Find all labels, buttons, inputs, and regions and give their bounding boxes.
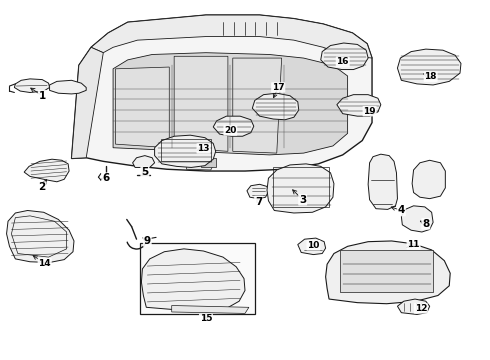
Polygon shape bbox=[91, 15, 372, 58]
Polygon shape bbox=[49, 80, 86, 94]
Text: 20: 20 bbox=[224, 126, 237, 135]
Text: 5: 5 bbox=[141, 167, 148, 177]
Text: 11: 11 bbox=[407, 240, 420, 249]
Polygon shape bbox=[326, 241, 450, 304]
Text: 4: 4 bbox=[398, 206, 405, 216]
Polygon shape bbox=[72, 47, 103, 158]
Text: 13: 13 bbox=[197, 144, 210, 153]
FancyBboxPatch shape bbox=[140, 243, 255, 315]
Polygon shape bbox=[397, 299, 430, 315]
Polygon shape bbox=[397, 49, 461, 85]
Text: 3: 3 bbox=[299, 195, 306, 205]
Polygon shape bbox=[186, 158, 216, 170]
Polygon shape bbox=[72, 15, 372, 171]
Text: 19: 19 bbox=[363, 107, 376, 116]
Polygon shape bbox=[6, 211, 74, 262]
Text: 10: 10 bbox=[307, 241, 319, 250]
Text: 16: 16 bbox=[337, 57, 349, 66]
Text: 18: 18 bbox=[424, 72, 437, 81]
Polygon shape bbox=[133, 156, 155, 167]
Polygon shape bbox=[113, 53, 347, 155]
Text: 12: 12 bbox=[415, 304, 427, 313]
Polygon shape bbox=[213, 116, 254, 136]
Polygon shape bbox=[340, 250, 433, 292]
Text: 2: 2 bbox=[39, 182, 46, 192]
Text: 15: 15 bbox=[199, 314, 212, 323]
Polygon shape bbox=[298, 238, 326, 255]
Polygon shape bbox=[142, 249, 245, 311]
Text: 17: 17 bbox=[272, 83, 285, 92]
Text: 8: 8 bbox=[422, 219, 429, 229]
Polygon shape bbox=[337, 95, 381, 116]
Polygon shape bbox=[116, 67, 169, 148]
Polygon shape bbox=[252, 93, 299, 120]
Polygon shape bbox=[401, 206, 433, 232]
Text: 1: 1 bbox=[39, 91, 46, 101]
Polygon shape bbox=[174, 56, 228, 151]
Polygon shape bbox=[155, 135, 216, 167]
Polygon shape bbox=[172, 306, 249, 314]
Polygon shape bbox=[321, 43, 368, 69]
Polygon shape bbox=[368, 154, 397, 210]
Polygon shape bbox=[412, 160, 445, 199]
Polygon shape bbox=[14, 79, 49, 93]
Text: 6: 6 bbox=[102, 173, 109, 183]
Polygon shape bbox=[233, 58, 282, 153]
Polygon shape bbox=[267, 164, 334, 213]
Text: 9: 9 bbox=[144, 236, 151, 246]
Text: 7: 7 bbox=[255, 197, 262, 207]
Text: 14: 14 bbox=[38, 259, 51, 268]
Polygon shape bbox=[24, 159, 69, 182]
Polygon shape bbox=[247, 184, 269, 199]
Polygon shape bbox=[201, 158, 216, 167]
